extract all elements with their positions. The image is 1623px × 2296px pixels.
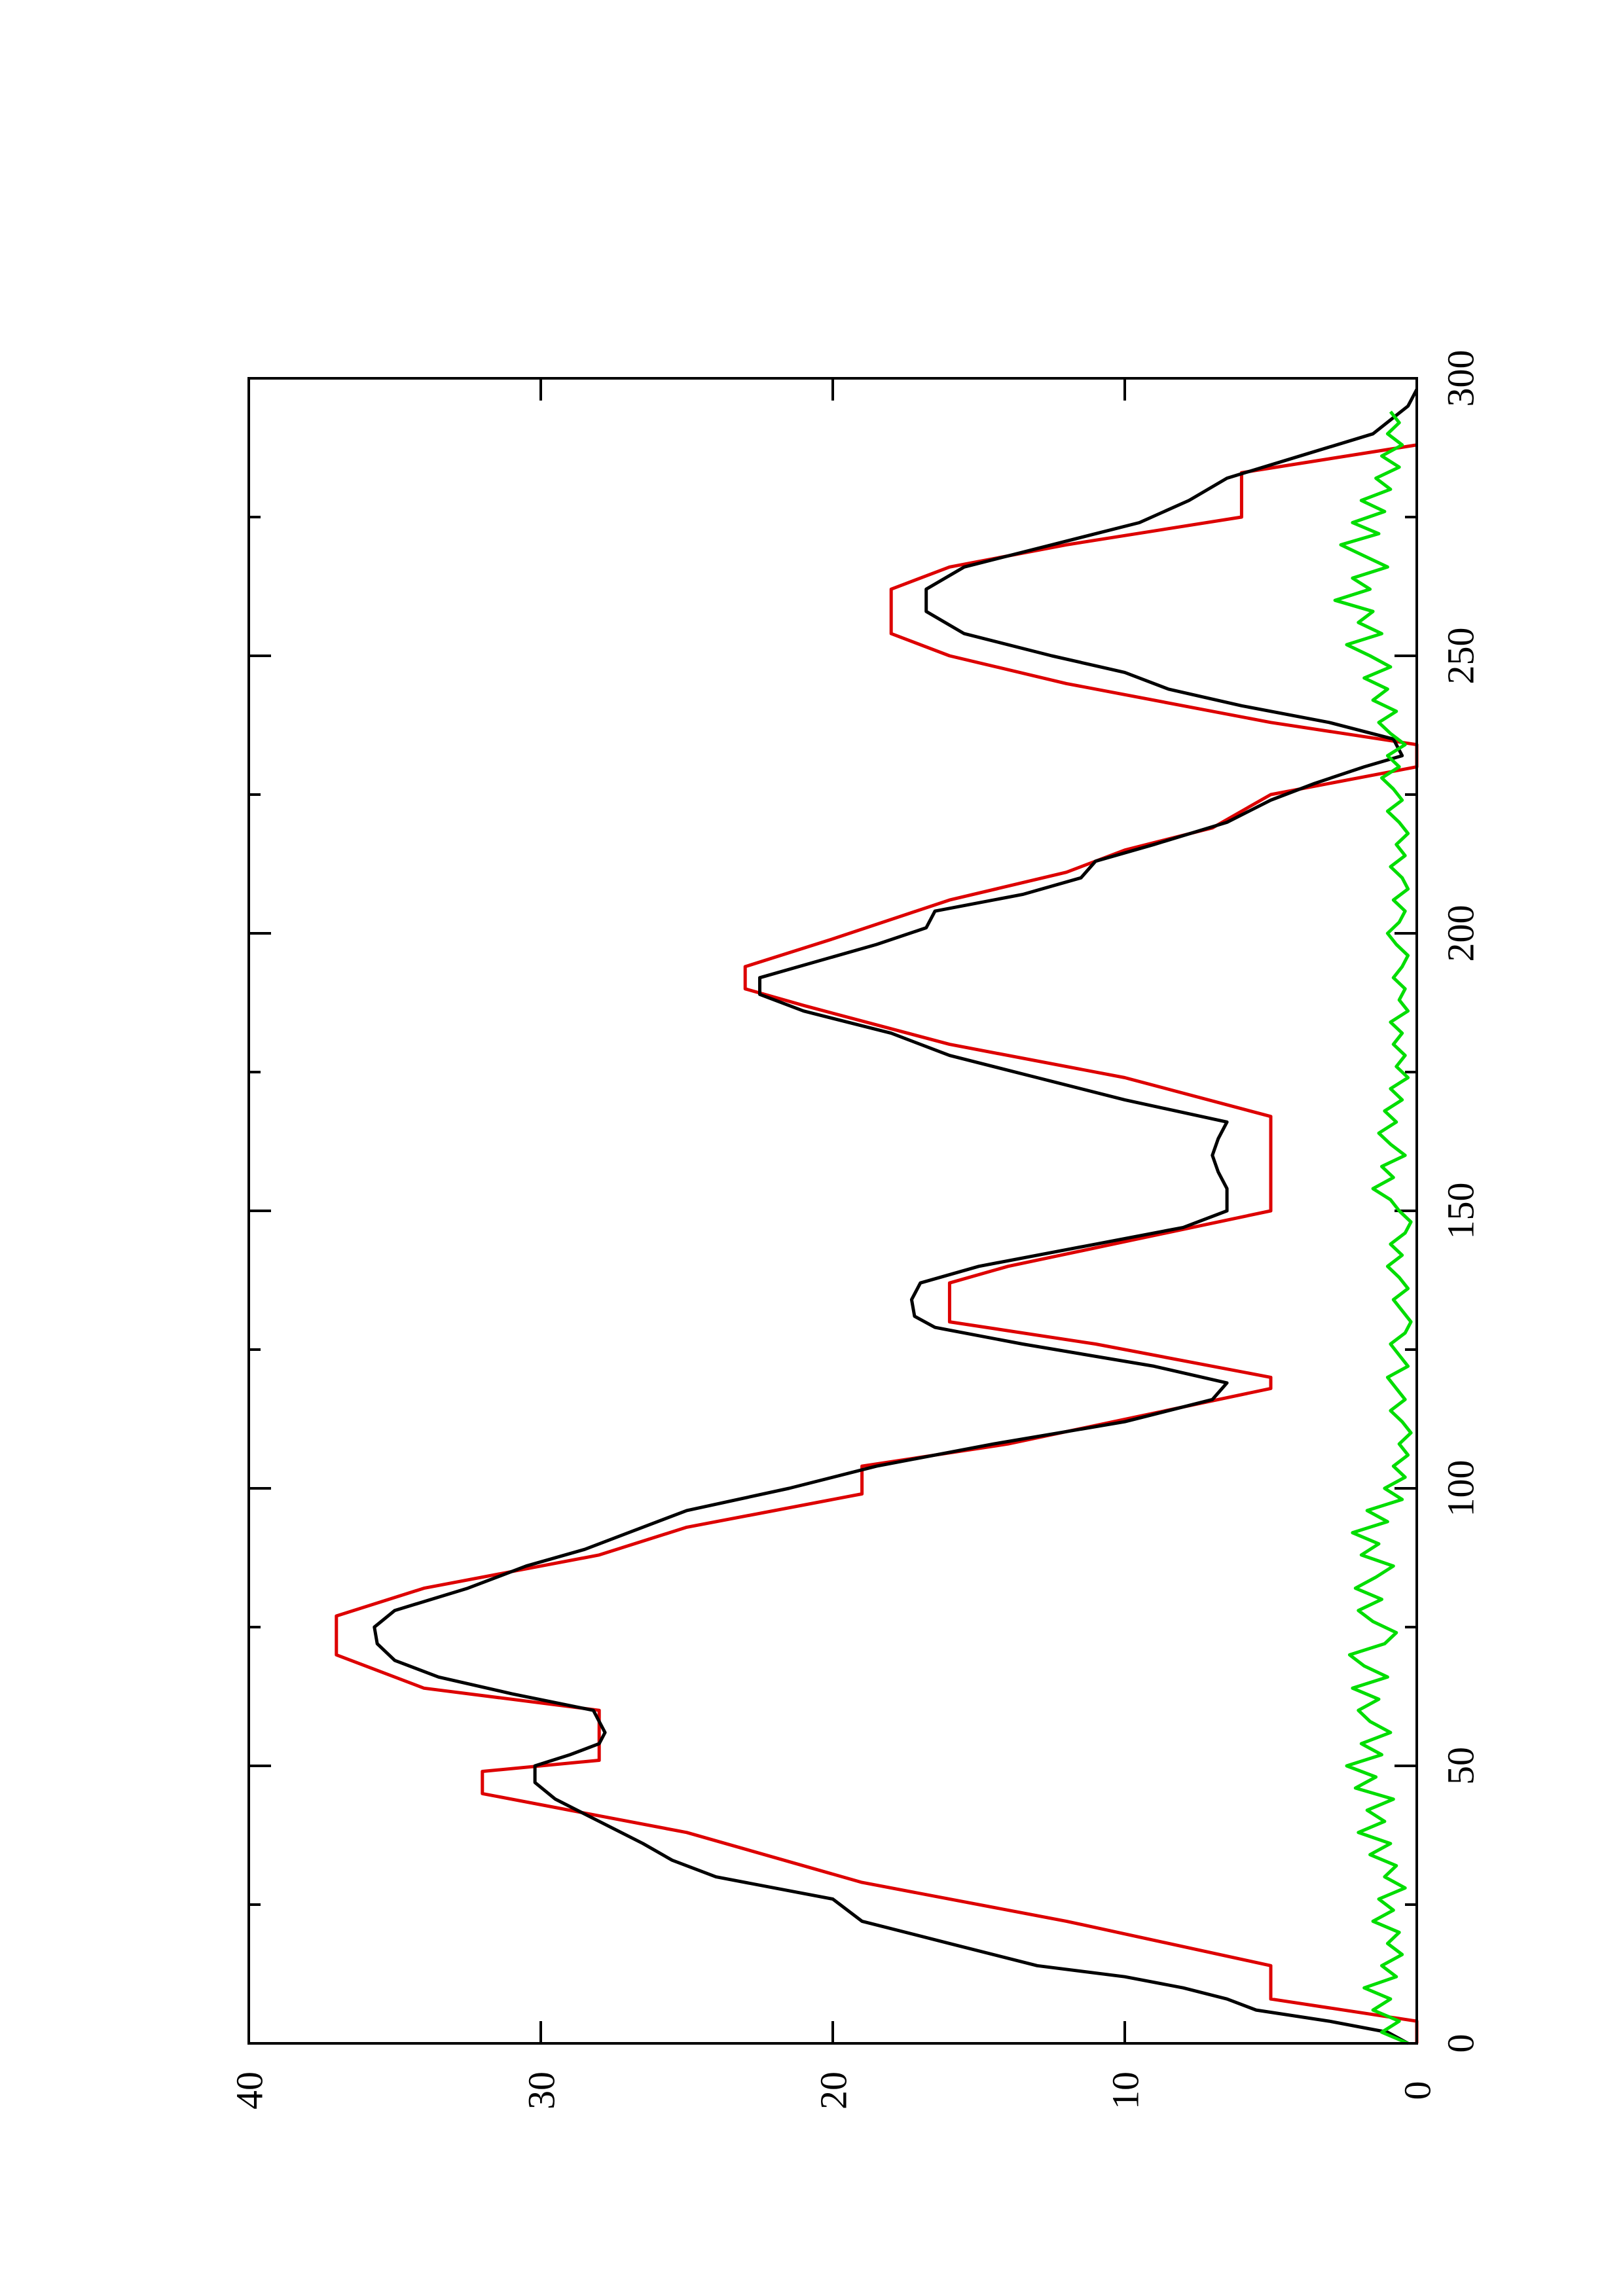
series-line-3 — [1333, 410, 1413, 2045]
series-line-1 — [335, 443, 1419, 2043]
x-tick-label: 150 — [1439, 1183, 1482, 1240]
x-tick-label: 300 — [1439, 350, 1482, 407]
x-tick-label: 0 — [1439, 2034, 1482, 2053]
plot-frame — [247, 377, 1418, 2045]
y-tick-label: 30 — [520, 2072, 562, 2109]
series-line-2 — [373, 388, 1419, 2045]
x-tick-label: 200 — [1439, 905, 1482, 962]
y-tick-label: 10 — [1104, 2072, 1146, 2109]
x-tick-label: 250 — [1439, 628, 1482, 685]
tick-labels: 0 50 100 150 200 250 300 0 10 20 30 40 — [228, 350, 1482, 2110]
y-tick-label: 0 — [1396, 2081, 1438, 2100]
series-group — [335, 388, 1419, 2045]
y-tick-label: 20 — [812, 2072, 854, 2109]
x-tick-label: 100 — [1439, 1460, 1482, 1517]
x-tick-label: 50 — [1439, 1747, 1482, 1785]
y-tick-label: 40 — [228, 2072, 270, 2109]
